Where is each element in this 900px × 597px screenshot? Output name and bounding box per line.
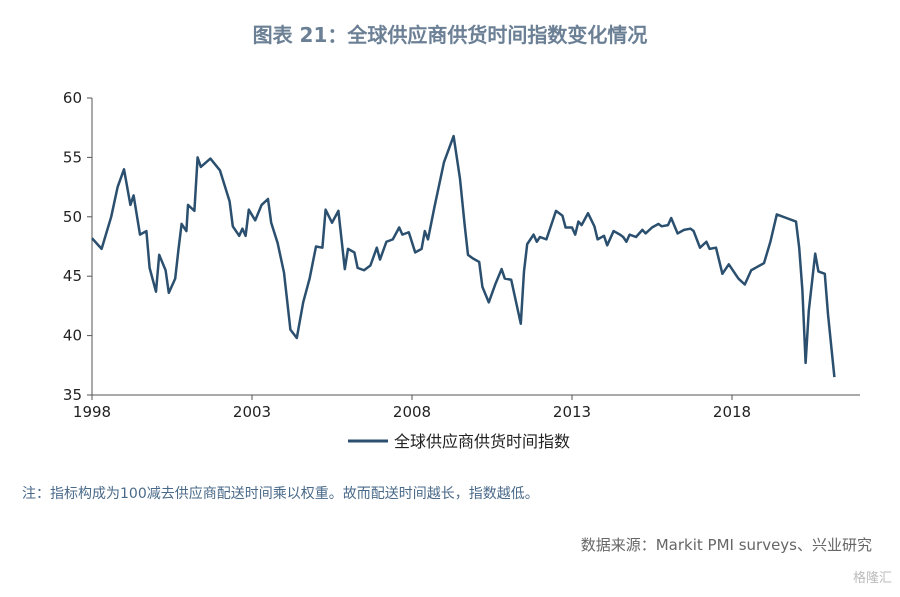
- x-tick-label: 2003: [233, 403, 271, 421]
- watermark: 格隆汇: [853, 570, 892, 586]
- x-tick-label: 1998: [73, 403, 111, 421]
- chart-title: 图表 21：全球供应商供货时间指数变化情况: [253, 23, 648, 47]
- legend-label: 全球供应商供货时间指数: [394, 432, 570, 451]
- y-tick-label: 35: [63, 386, 82, 404]
- x-tick-label: 2018: [713, 403, 751, 421]
- y-tick-label: 45: [63, 267, 82, 285]
- y-tick-label: 40: [63, 327, 82, 345]
- x-tick-label: 2013: [553, 403, 591, 421]
- y-tick-label: 55: [63, 148, 82, 166]
- x-tick-label: 2008: [393, 403, 431, 421]
- source: 数据来源：Markit PMI surveys、兴业研究: [581, 536, 872, 554]
- y-tick-label: 50: [63, 208, 82, 226]
- data-line: [91, 134, 836, 378]
- note: 注：指标构成为100减去供应商配送时间乘以权重。故而配送时间越长，指数越低。: [22, 485, 539, 502]
- y-tick-label: 60: [63, 89, 82, 107]
